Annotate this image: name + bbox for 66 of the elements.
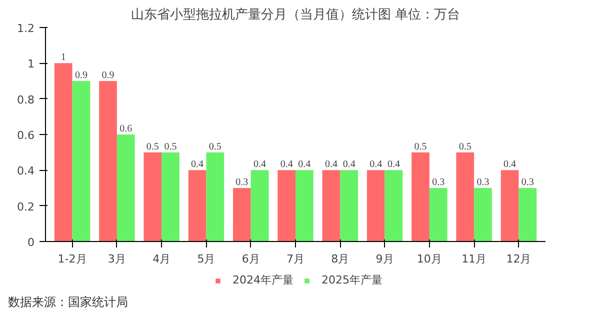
bar <box>429 188 448 242</box>
bar <box>206 152 224 242</box>
data-label: 0.5 <box>164 141 177 152</box>
bar <box>162 152 180 242</box>
bar <box>233 188 251 242</box>
data-label: 0.3 <box>432 177 445 188</box>
bar <box>366 170 385 242</box>
data-label: 0.4 <box>370 159 382 170</box>
bar <box>412 152 430 242</box>
x-tick-label: 7月 <box>286 252 304 266</box>
y-tick-label: 0.8 <box>17 93 35 106</box>
data-label: 0.3 <box>476 177 490 188</box>
y-tick-label: 0.2 <box>17 200 35 214</box>
bar <box>144 152 162 242</box>
data-label: 0.3 <box>236 177 248 188</box>
legend-label: 2024年产量 <box>232 272 294 288</box>
x-tick-label: 8月 <box>331 252 350 266</box>
data-label: 0.5 <box>146 141 159 152</box>
bar <box>116 134 135 242</box>
data-label: 0.9 <box>74 70 88 81</box>
bar <box>384 170 403 242</box>
x-tick-label: 5月 <box>197 252 216 266</box>
bar <box>340 170 358 242</box>
y-tick-label: 1 <box>28 58 34 71</box>
bar <box>322 170 340 242</box>
x-tick-label: 10月 <box>416 252 442 266</box>
bar <box>474 188 492 242</box>
y-tick-label: 0.6 <box>17 129 35 142</box>
bar <box>99 81 117 242</box>
data-label: 0.3 <box>521 177 534 188</box>
x-tick-label: 12月 <box>506 252 532 266</box>
y-tick-label: 0.4 <box>17 164 35 178</box>
source-note: 数据来源：国家统计局 <box>8 294 128 311</box>
bar <box>500 170 519 242</box>
x-tick-label: 3月 <box>108 252 126 266</box>
data-label: 0.4 <box>191 159 204 170</box>
data-label: 0.5 <box>458 141 472 152</box>
bar <box>296 170 314 242</box>
x-tick-label: 6月 <box>242 252 260 266</box>
data-label: 0.4 <box>342 159 356 170</box>
data-label: 0.4 <box>298 159 311 170</box>
data-label: 0.4 <box>387 159 400 170</box>
bar <box>278 170 296 242</box>
data-label: 1 <box>60 52 66 64</box>
bar <box>456 152 474 242</box>
x-tick-label: 9月 <box>376 252 394 266</box>
data-label: 0.6 <box>120 124 132 134</box>
data-label: 0.4 <box>254 159 266 170</box>
bar <box>54 63 72 242</box>
data-label: 0.4 <box>324 159 338 170</box>
bar <box>518 188 537 242</box>
y-tick-label: 1.2 <box>17 22 35 35</box>
x-tick-label: 4月 <box>152 252 171 266</box>
x-tick-label: 11月 <box>462 252 487 266</box>
bar <box>188 170 206 242</box>
data-label: 0.9 <box>102 70 114 81</box>
data-label: 0.5 <box>208 141 222 152</box>
chart-title: 山东省小型拖拉机产量分月（当月值）统计图 单位：万台 <box>130 8 460 22</box>
data-label: 0.5 <box>414 141 427 152</box>
x-tick-label: 1-2月 <box>58 252 87 266</box>
data-label: 0.4 <box>280 159 293 170</box>
legend-label: 2025年产量 <box>322 272 382 288</box>
bar <box>250 170 269 242</box>
data-label: 0.4 <box>504 159 516 170</box>
bar <box>72 81 90 242</box>
y-tick-label: 0 <box>28 236 34 249</box>
